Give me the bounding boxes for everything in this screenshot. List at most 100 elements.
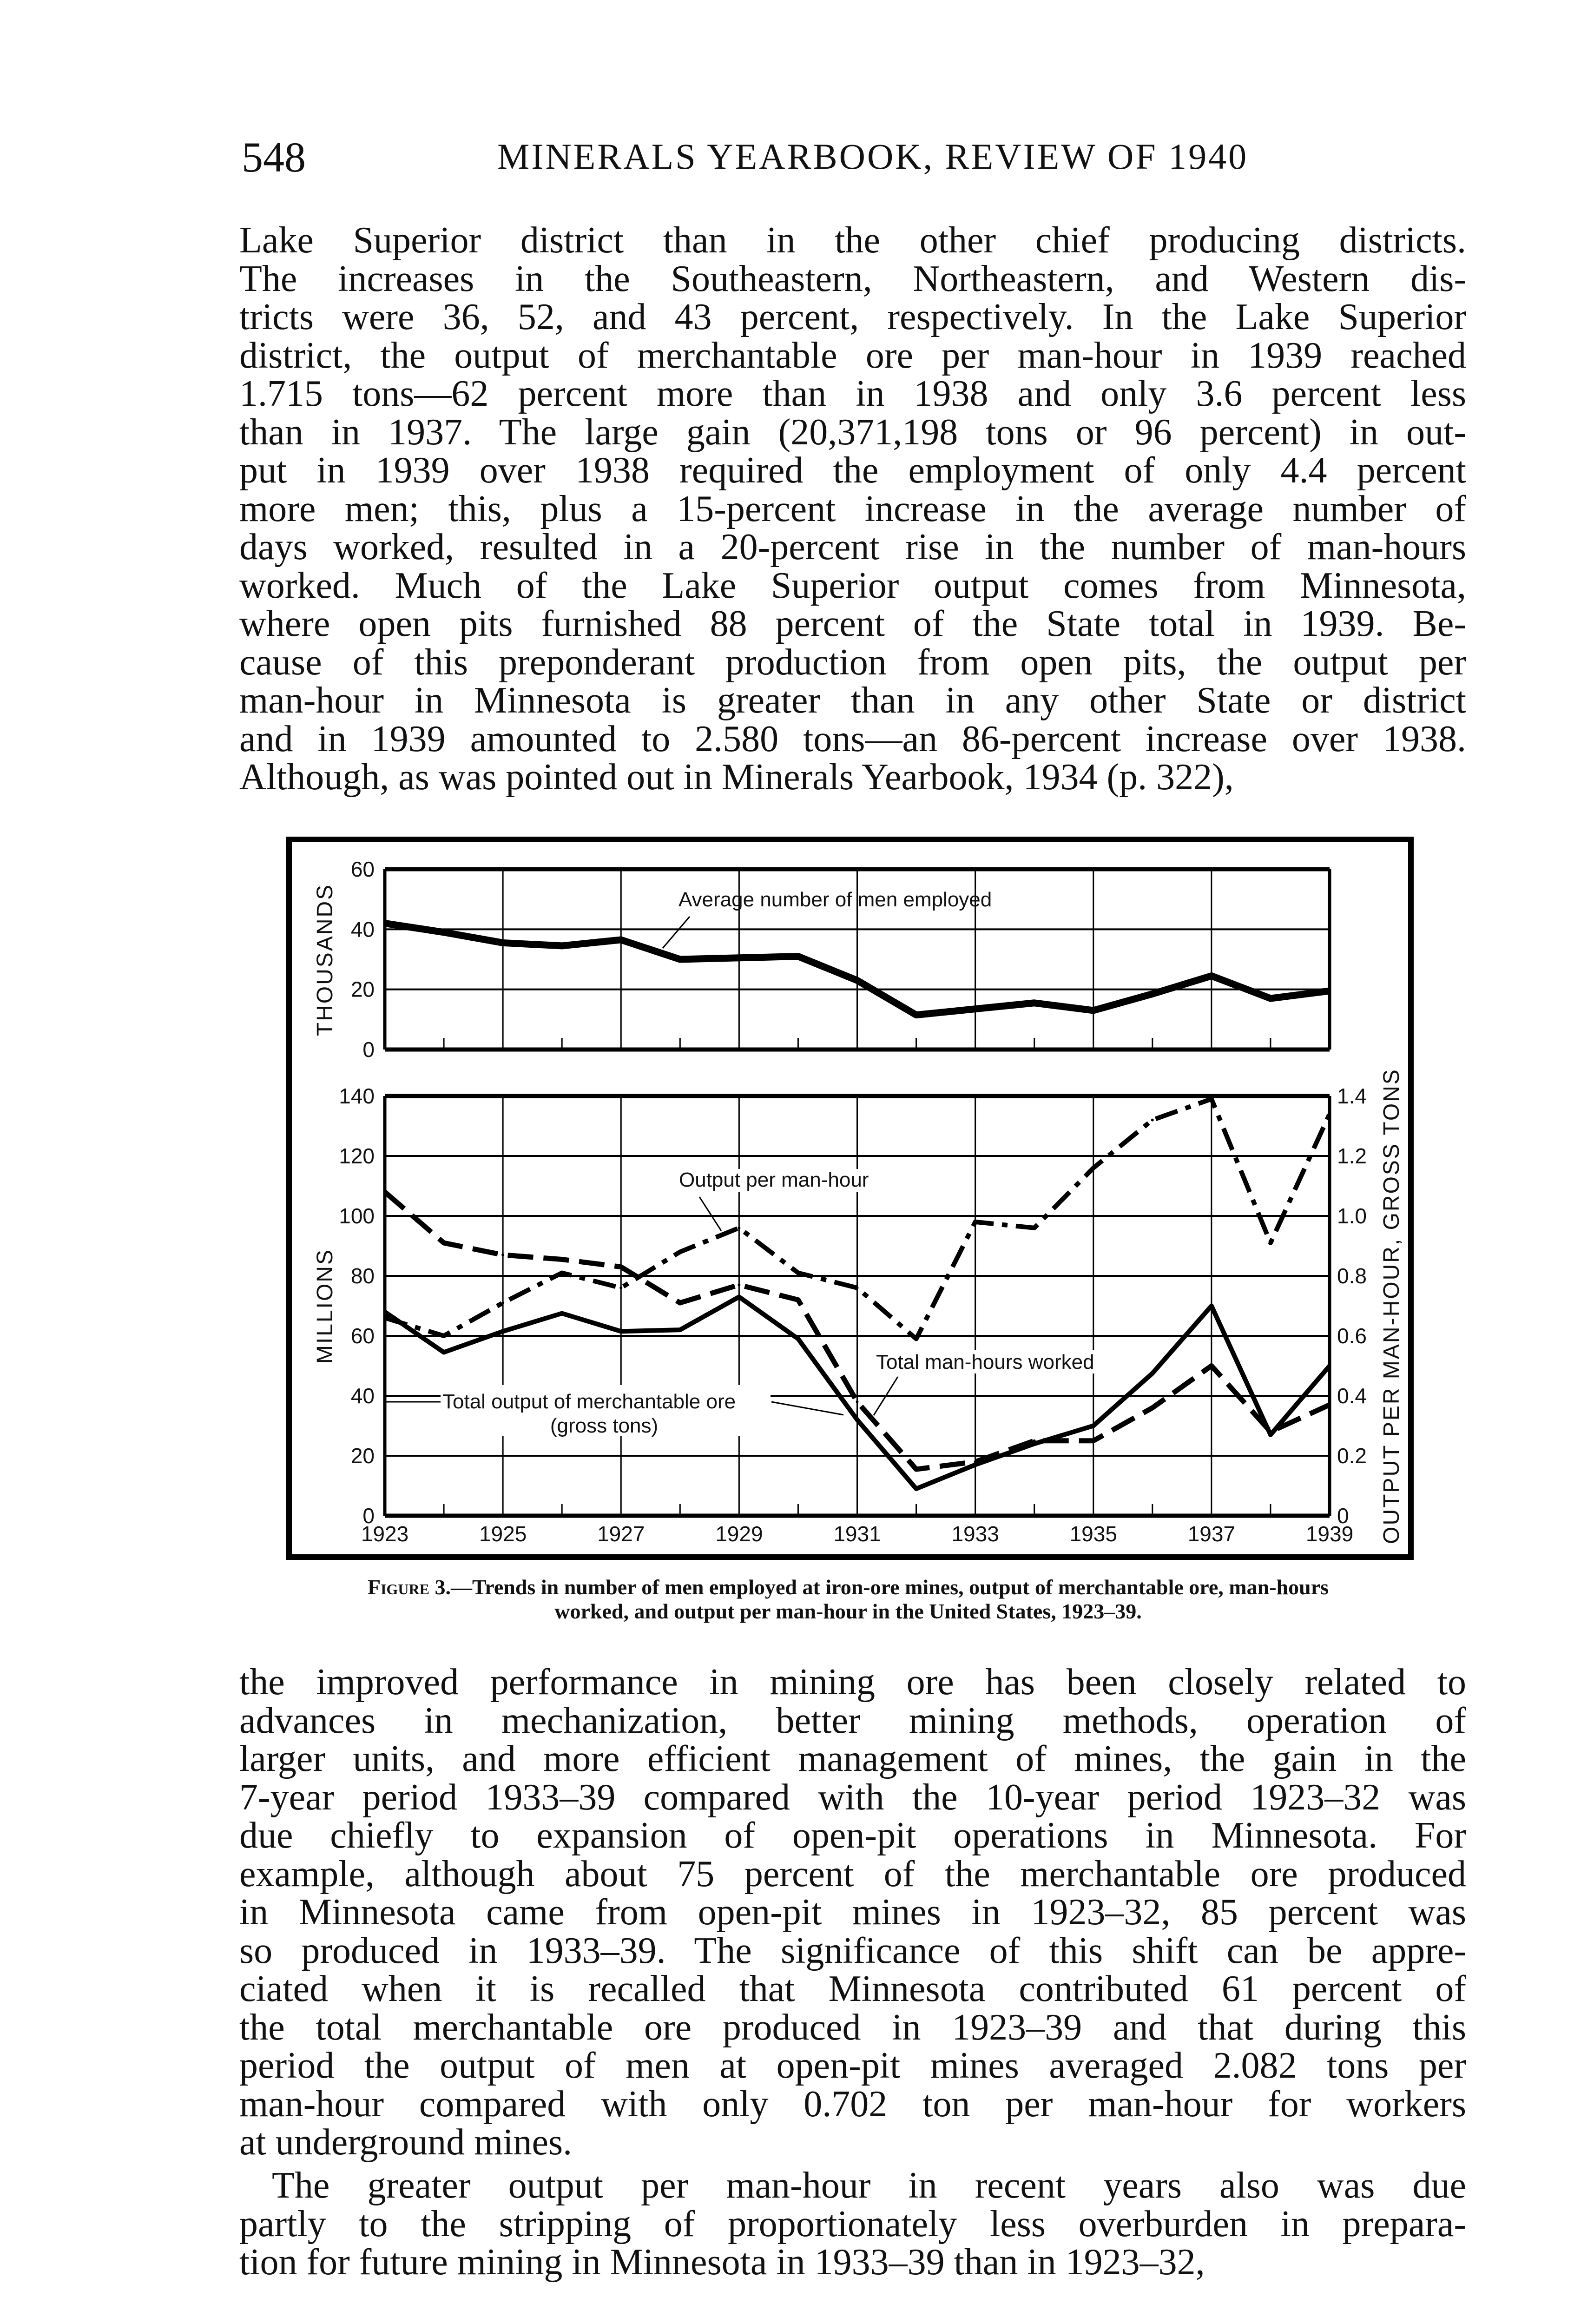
data-point: [797, 1337, 800, 1340]
data-point: [915, 1468, 918, 1471]
data-point: [974, 1007, 977, 1010]
data-point: [1328, 989, 1331, 992]
data-point: [974, 1220, 977, 1223]
leader-man-hours: [873, 1376, 899, 1416]
text-line: tion for future mining in Minnesota in 1…: [239, 2242, 1205, 2283]
y-tick-label: 40: [351, 917, 375, 941]
text-line: worked. Much of the Lake Superior output…: [239, 565, 1466, 606]
data-point: [1210, 1097, 1213, 1101]
data-point: [1328, 1403, 1331, 1406]
y2-tick-label: 0.6: [1337, 1324, 1367, 1348]
x-tick-label: 1929: [715, 1522, 763, 1546]
annotation-man-hours: Total man-hours worked: [876, 1351, 1094, 1373]
figure-frame: [286, 837, 1414, 1560]
data-point: [1151, 992, 1154, 996]
data-point: [1269, 1241, 1272, 1245]
data-point: [1092, 1009, 1095, 1012]
data-point: [1269, 1433, 1272, 1436]
text-line: district, the output of merchantable ore…: [239, 335, 1466, 376]
figure-3-chart: 0 20 40 60 0 20 40 60 80 100 120 140 0 0.2 0.4 0.6 0.8 1…: [286, 837, 1414, 1560]
text-line: more men; this, plus a 15-percent increa…: [239, 488, 1466, 529]
data-point: [560, 1271, 564, 1274]
text-line: 7-year period 1933–39 compared with the …: [239, 1776, 1466, 1818]
x-tick-label: 1939: [1306, 1522, 1353, 1546]
data-point: [442, 1334, 446, 1337]
data-point: [1269, 1430, 1272, 1433]
data-point: [1328, 1364, 1331, 1367]
y-tick-label: 0: [362, 1504, 375, 1528]
data-point: [442, 931, 446, 934]
annotation-ore-output: Total output of merchantable ore: [442, 1390, 736, 1413]
data-point: [915, 1337, 918, 1340]
y-tick-label: 80: [351, 1264, 375, 1288]
text-line: where open pits furnished 88 percent of …: [239, 603, 1466, 644]
x-tick-label: 1925: [479, 1522, 527, 1546]
text-line: period the output of men at open-pit min…: [239, 2045, 1466, 2086]
y2-tick-label: 0: [1337, 1504, 1349, 1528]
text-line: 1.715 tons—62 percent more than in 1938 …: [239, 373, 1466, 414]
text-line: so produced in 1933–39. The significance…: [239, 1930, 1466, 1971]
text-line: and in 1939 amounted to 2.580 tons—an 86…: [239, 718, 1466, 759]
text-line: put in 1939 over 1938 required the emplo…: [239, 450, 1466, 491]
top-panel: 0 20 40 60: [351, 857, 1331, 1062]
right-y-axis-label: OUTPUT PER MAN-HOUR, GROSS TONS: [1379, 1068, 1404, 1544]
data-point: [501, 941, 505, 944]
x-tick-label: 1931: [833, 1522, 881, 1546]
annotation-ore-output-units: (gross tons): [550, 1414, 658, 1437]
data-point: [1328, 1112, 1331, 1116]
running-head: MINERALS YEARBOOK, REVIEW OF 1940: [497, 136, 1249, 177]
data-point: [915, 1013, 918, 1017]
annotation-men-employed: Average number of men employed: [678, 888, 992, 911]
bottom-y-axis-label: MILLIONS: [313, 1248, 337, 1364]
data-point: [1151, 1118, 1154, 1122]
data-point: [738, 956, 741, 959]
data-point: [501, 1301, 505, 1305]
text-line: the improved performance in mining ore h…: [239, 1662, 1466, 1703]
data-point: [442, 1241, 446, 1245]
data-point: [1092, 1439, 1095, 1442]
text-line: cause of this preponderant production fr…: [239, 641, 1466, 683]
caption-text-1: —Trends in number of men employed at iro…: [451, 1575, 1329, 1599]
data-point: [678, 1328, 682, 1332]
text-line: tricts were 36, 52, and 43 percent, resp…: [239, 297, 1466, 337]
leader-ore-right: [771, 1401, 844, 1416]
data-point: [738, 1226, 741, 1229]
data-point: [1033, 1001, 1036, 1004]
data-point: [383, 1190, 386, 1194]
x-tick-label: 1927: [597, 1522, 645, 1546]
data-point: [738, 1283, 741, 1287]
figure-caption-line-2: worked, and output per man-hour in the U…: [554, 1599, 1142, 1623]
data-point: [856, 1400, 859, 1403]
text-line: Although, as was pointed out in Minerals…: [239, 757, 1234, 798]
data-point: [797, 955, 800, 958]
data-point: [619, 938, 623, 941]
data-point: [1151, 1372, 1154, 1375]
y-tick-label: 20: [351, 1444, 375, 1468]
page-number: 548: [242, 133, 306, 181]
x-tick-label: 1937: [1188, 1522, 1235, 1546]
data-point: [738, 1295, 741, 1299]
top-y-axis-label: THOUSANDS: [313, 884, 337, 1036]
series-line-2: [384, 1096, 1332, 1341]
y2-tick-label: 1.2: [1337, 1144, 1367, 1168]
data-point: [797, 1271, 800, 1274]
data-point: [797, 1298, 800, 1301]
data-point: [1210, 1304, 1213, 1307]
data-point: [383, 922, 386, 925]
y2-tick-label: 0.8: [1337, 1264, 1367, 1288]
text-line: days worked, resulted in a 20-percent ri…: [239, 527, 1466, 568]
text-line: man-hour in Minnesota is greater than in…: [239, 680, 1466, 721]
data-point: [560, 1258, 564, 1261]
data-point: [560, 944, 564, 947]
data-point: [856, 979, 859, 982]
y-tick-label: 60: [351, 1324, 375, 1348]
leader-output-per-man-hour: [698, 1196, 722, 1231]
x-tick-label: 1935: [1070, 1522, 1117, 1546]
text-line: due chiefly to expansion of open-pit ope…: [239, 1815, 1466, 1856]
text-line: Lake Superior district than in the other…: [239, 220, 1466, 261]
y-tick-label: 0: [362, 1037, 375, 1062]
text-line: larger units, and more efficient managem…: [239, 1738, 1466, 1779]
data-point: [442, 1351, 446, 1354]
data-point: [1092, 1166, 1095, 1169]
data-point: [619, 1265, 623, 1268]
